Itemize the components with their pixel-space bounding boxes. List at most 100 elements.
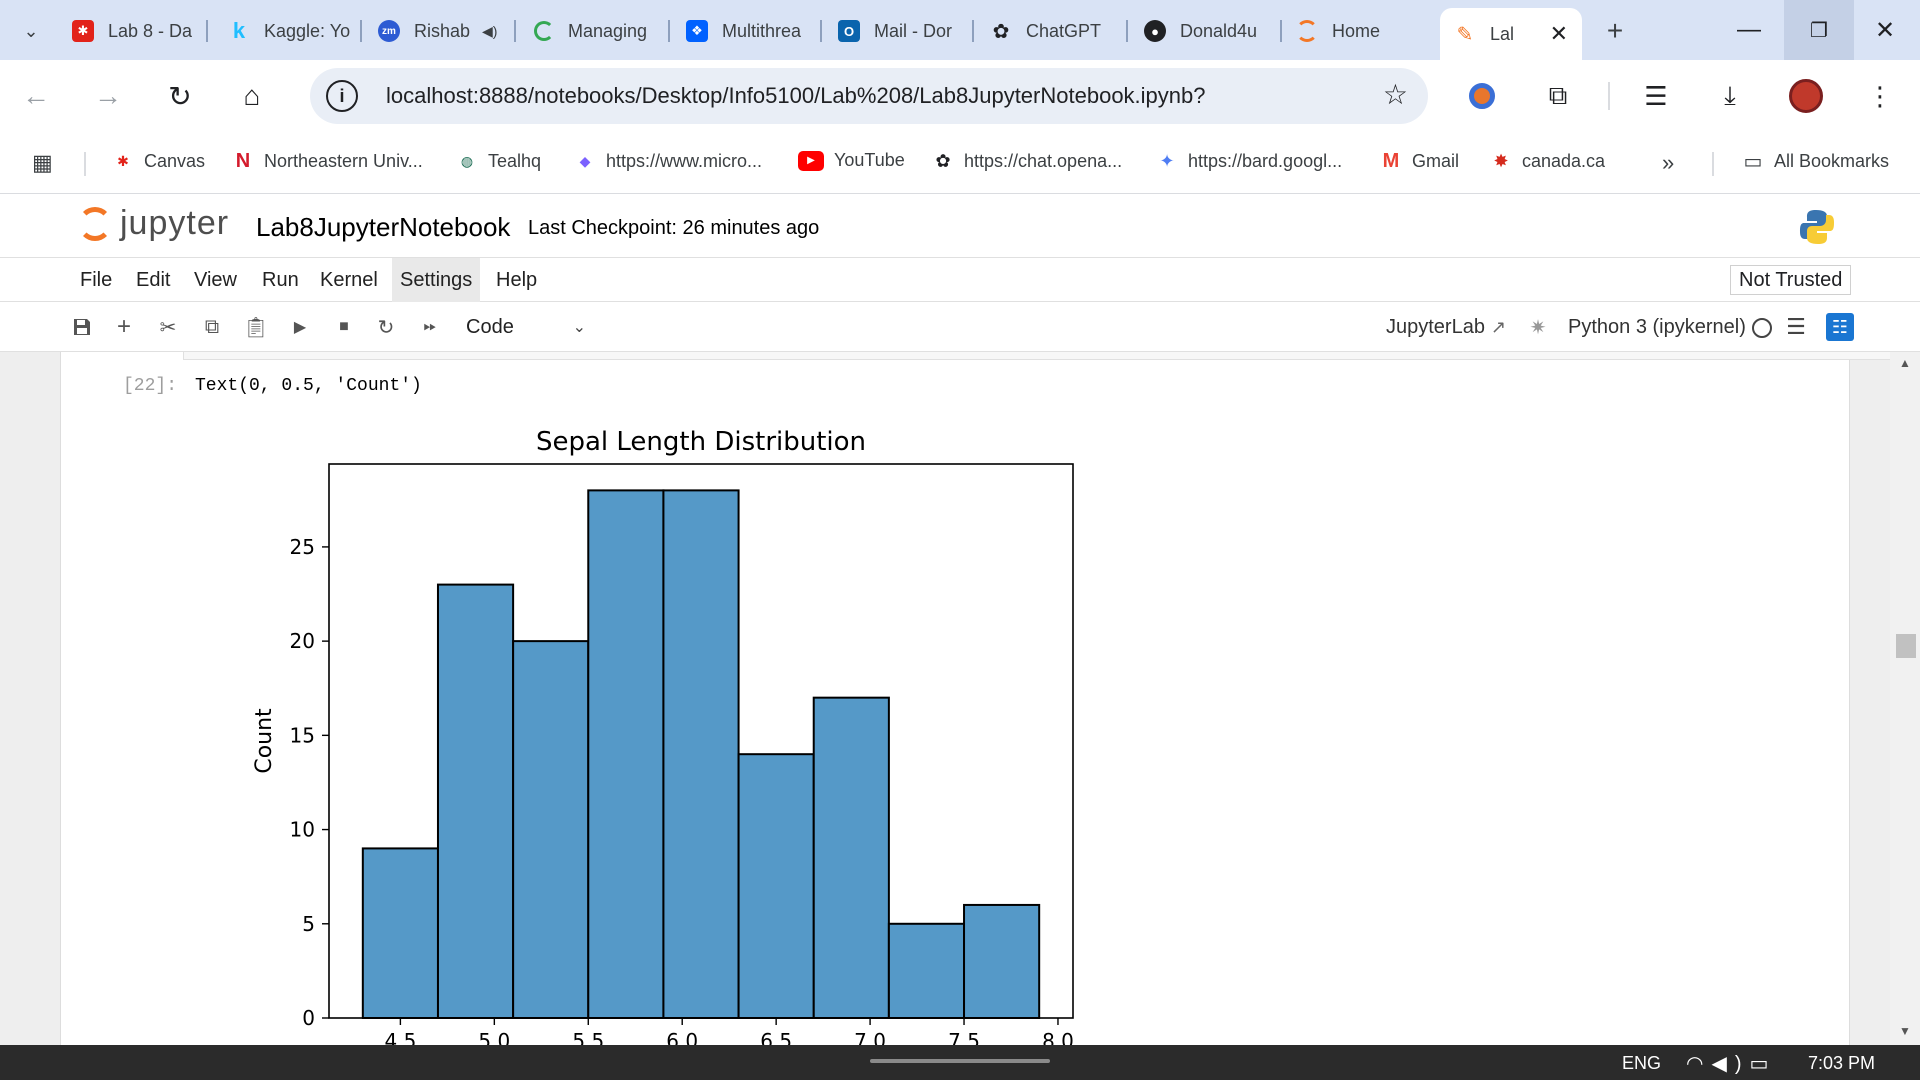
run-icon[interactable]: ▶ (286, 313, 314, 341)
profile-avatar[interactable] (1788, 78, 1824, 114)
tab-kaggle[interactable]: k Kaggle: Yo (228, 14, 352, 48)
bookmark-canada[interactable]: ✸ canada.ca (1490, 150, 1605, 172)
address-bar[interactable]: i localhost:8888/notebooks/Desktop/Info5… (310, 68, 1428, 124)
close-window-icon[interactable]: ✕ (1850, 0, 1920, 60)
x-tick-label: 4.5 (384, 1029, 416, 1045)
downloads-icon[interactable]: ⤓ (1712, 78, 1748, 114)
scroll-up-arrow-icon[interactable]: ▲ (1899, 356, 1911, 370)
extension-vpn-icon[interactable] (1464, 78, 1500, 114)
toc-list-icon[interactable]: ☰ (1782, 313, 1810, 341)
y-tick-label: 5 (302, 912, 315, 936)
histogram-bar (663, 490, 738, 1018)
bookmark-youtube[interactable]: ▶ YouTube (798, 150, 905, 171)
input-language[interactable]: ENG (1622, 1053, 1661, 1074)
menu-help[interactable]: Help (488, 258, 545, 302)
back-icon[interactable]: ← (14, 74, 58, 118)
jupyter-menu-bar: File Edit View Run Kernel Settings Help … (0, 258, 1920, 302)
cell-type-select[interactable]: Code ⌄ (466, 312, 586, 342)
copy-icon[interactable]: ⧉ (198, 313, 226, 341)
restart-kernel-icon[interactable]: ↻ (372, 313, 400, 341)
x-tick-label: 8.0 (1042, 1029, 1074, 1045)
more-bookmarks-button[interactable]: » (1662, 150, 1674, 176)
histogram-bar (363, 848, 438, 1018)
menu-file[interactable]: File (72, 258, 120, 302)
menu-edit[interactable]: Edit (128, 258, 178, 302)
tab-github[interactable]: ● Donald4u (1144, 14, 1264, 48)
bookmark-northeastern[interactable]: N Northeastern Univ... (232, 150, 423, 172)
tab-divider (206, 20, 208, 42)
maple-leaf-icon: ✸ (1490, 150, 1512, 172)
tab-divider (1126, 20, 1128, 42)
bookmark-gmail[interactable]: M Gmail (1380, 150, 1459, 172)
bookmark-canvas[interactable]: ✱ Canvas (112, 150, 205, 172)
tab-mail[interactable]: O Mail - Dor (838, 14, 958, 48)
system-tray[interactable]: ◠◀)▭ (1686, 1051, 1776, 1076)
kernel-name[interactable]: Python 3 (ipykernel) (1568, 316, 1746, 339)
tab-multithread[interactable]: ❖ Multithrea (686, 14, 806, 48)
jupyter-logo[interactable]: jupyter (78, 204, 229, 243)
all-bookmarks-button[interactable]: ▭ All Bookmarks (1742, 150, 1889, 172)
notebook-title[interactable]: Lab8JupyterNotebook (256, 212, 510, 243)
clock[interactable]: 7:03 PM (1808, 1053, 1875, 1074)
home-icon[interactable]: ⌂ (230, 74, 274, 118)
site-info-icon[interactable]: i (326, 80, 358, 112)
stop-icon[interactable]: ■ (330, 313, 358, 341)
chart-title: Sepal Length Distribution (536, 427, 866, 457)
tab-active-lab8-notebook[interactable]: ✎ Lal ✕ (1440, 8, 1582, 60)
add-cell-icon[interactable]: + (110, 313, 138, 341)
canvas-icon: ✱ (112, 150, 134, 172)
tab-chatgpt[interactable]: ✿ ChatGPT (990, 14, 1114, 48)
tab-home[interactable]: Home (1296, 14, 1416, 48)
debugger-bug-icon[interactable]: ✷ (1524, 313, 1552, 341)
x-tick-label: 5.5 (572, 1029, 604, 1045)
cut-icon[interactable]: ✂ (154, 313, 182, 341)
bookmark-bard[interactable]: ✦ https://bard.googl... (1156, 150, 1342, 172)
notebook-toolbar: + ✂ ⧉ 📋︎ ▶ ■ ↻ ⏩︎ Code ⌄ JupyterLab ↗ ✷ … (0, 302, 1920, 352)
tab-divider (820, 20, 822, 42)
tab-search-dropdown-icon[interactable]: ⌄ (14, 14, 48, 48)
vertical-scrollbar[interactable]: ▲ ▼ (1890, 352, 1920, 1045)
url-text[interactable]: localhost:8888/notebooks/Desktop/Info510… (386, 83, 1206, 109)
open-jupyterlab-link[interactable]: JupyterLab ↗ (1386, 316, 1506, 339)
tab-managing[interactable]: Managing (534, 14, 658, 48)
taskbar-handle[interactable] (870, 1059, 1050, 1063)
save-icon[interactable] (68, 313, 96, 341)
scroll-down-arrow-icon[interactable]: ▼ (1899, 1024, 1911, 1038)
wifi-icon[interactable]: ◠ (1686, 1053, 1711, 1075)
minimize-icon[interactable]: — (1714, 0, 1784, 60)
media-controls-icon[interactable]: ☰ (1638, 78, 1674, 114)
browser-menu-icon[interactable]: ⋮ (1862, 78, 1898, 114)
bookmark-star-icon[interactable]: ☆ (1383, 78, 1408, 111)
paste-icon[interactable]: 📋︎ (242, 313, 270, 341)
menu-run[interactable]: Run (254, 258, 307, 302)
windows-taskbar: ENG ◠◀)▭ 7:03 PM (0, 1045, 1920, 1080)
battery-icon[interactable]: ▭ (1750, 1053, 1777, 1075)
volume-icon[interactable]: ◀) (1711, 1053, 1749, 1075)
outlook-icon: O (838, 20, 860, 42)
extensions-puzzle-icon[interactable]: ⧉ (1540, 78, 1576, 114)
forward-icon[interactable]: → (86, 74, 130, 118)
restore-icon[interactable]: ❐ (1784, 0, 1854, 60)
menu-kernel[interactable]: Kernel (312, 258, 386, 302)
property-inspector-icon[interactable]: ☷ (1826, 313, 1854, 341)
y-tick-label: 20 (290, 629, 315, 653)
new-tab-icon[interactable]: + (1600, 14, 1630, 48)
histogram-bar (739, 754, 814, 1018)
not-trusted-button[interactable]: Not Trusted (1730, 265, 1851, 295)
restart-run-all-icon[interactable]: ⏩︎ (416, 313, 444, 341)
apps-grid-icon[interactable]: ▦ (32, 150, 53, 176)
menu-settings[interactable]: Settings (392, 258, 480, 302)
tab-rishab[interactable]: zm Rishab ◀) (378, 14, 498, 48)
reload-icon[interactable]: ↻ (158, 74, 202, 118)
scrollbar-thumb[interactable] (1896, 634, 1916, 658)
bookmark-chatgpt[interactable]: ✿ https://chat.opena... (932, 150, 1122, 172)
bard-icon: ✦ (1156, 150, 1178, 172)
tab-lab8[interactable]: ✱ Lab 8 - Da (72, 14, 192, 48)
bookmark-tealhq[interactable]: ◍ Tealhq (456, 150, 541, 172)
close-tab-icon[interactable]: ✕ (1550, 21, 1568, 47)
menu-view[interactable]: View (186, 258, 245, 302)
bookmark-microsoft[interactable]: ◆ https://www.micro... (574, 150, 762, 172)
bookmarks-divider (1712, 152, 1714, 176)
y-tick-label: 25 (290, 535, 315, 559)
y-tick-label: 10 (290, 818, 315, 842)
